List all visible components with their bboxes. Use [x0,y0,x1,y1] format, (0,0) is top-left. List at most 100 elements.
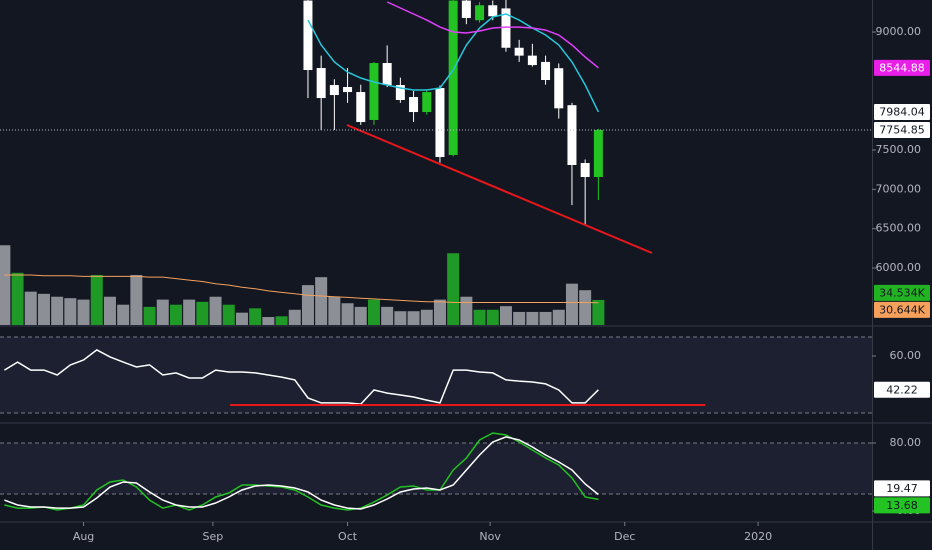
volume-bar [473,309,486,325]
candle-body [303,0,313,71]
volume-bar [288,309,301,325]
volume-bar [433,299,446,325]
candle-body [554,68,564,109]
moving-average-line [386,1,599,69]
volume-bar [209,296,222,325]
volume-bar [196,301,209,325]
volume-bar [460,296,473,325]
volume-bar [117,304,130,325]
volume-bar [354,306,367,325]
volume-bar [11,272,24,325]
price-flag-label: 7984.04 [879,105,925,118]
volume-bar [420,309,433,325]
candle-body [395,85,405,100]
volume-bar [130,274,143,325]
volume-bar [486,309,499,325]
volume-bar [592,299,605,325]
y-tick-label: 80.00 [890,436,922,449]
price-flag [874,480,930,497]
volume-bar [565,283,578,325]
candle-body [448,0,458,155]
candle-body [356,92,366,123]
candle-body [567,105,577,165]
main-pane [0,0,653,325]
candle-body [382,63,392,86]
volume-bar [407,311,420,325]
candle-body [435,88,445,158]
price-flag [874,121,930,138]
trend-line [346,124,653,254]
x-tick-label: Nov [479,530,501,543]
price-flag-label: 30.644K [879,303,925,316]
stoch-d-line [4,436,599,510]
volume-bar [275,316,288,325]
stoch-pane [0,432,872,511]
volume-bar [301,285,314,325]
x-tick-label: Aug [73,530,94,543]
candle-body [488,5,498,17]
volume-bar [169,304,182,325]
volume-bar [513,311,526,325]
volume-bar [381,306,394,325]
volume-bar [37,293,50,325]
candle-body [422,92,432,113]
price-flag-label: 34.534K [879,286,925,299]
candle-body [329,85,339,96]
y-tick-label: 9000.00 [876,25,922,38]
volume-bar [499,306,512,325]
y-tick-label: 7500.00 [876,143,922,156]
x-tick-label: 2020 [744,530,772,543]
volume-bar [0,245,11,325]
volume-bar [447,253,460,325]
price-flag-label: 8544.88 [879,61,925,74]
candle-body [316,68,326,99]
volume-bar [24,291,37,325]
volume-bar [539,311,552,325]
price-flag [874,381,930,398]
volume-bar [183,299,196,325]
candle-body [593,129,603,178]
rsi-band [0,336,872,414]
volume-bar [328,296,341,325]
volume-bar [579,290,592,325]
volume-bar [341,303,354,325]
volume-ma-line [4,274,599,304]
x-tick-label: Sep [203,530,224,543]
volume-bar [526,311,539,325]
x-tick-label: Dec [614,530,635,543]
candle-body [343,87,353,93]
candle-body [541,61,551,81]
candle-body [369,63,379,120]
price-flag [874,497,930,514]
volume-bar [367,299,380,325]
volume-bar [77,299,90,325]
y-tick-label: 7000.00 [876,182,922,195]
volume-bar [156,299,169,325]
volume-bar [394,311,407,325]
volume-bar [262,317,275,325]
price-flag [874,59,930,76]
volume-bar [64,298,77,325]
volume-bar [103,296,116,325]
price-flag [874,103,930,120]
candle-body [514,47,524,56]
candle-body [409,97,419,113]
y-tick-label: 6500.00 [876,222,922,235]
volume-bar [235,312,248,325]
stoch-band [0,442,872,495]
price-flag-label: 42.22 [886,383,918,396]
volume-bar [249,308,262,325]
candle-body [475,5,485,21]
price-flag-label: 7754.85 [879,123,925,136]
volume-bar [90,274,103,325]
candle-body [501,8,511,48]
rsi-line [4,349,599,405]
rsi-pane [0,336,872,414]
stoch-k-line [4,432,599,511]
volume-bar [51,296,64,325]
x-tick-label: Oct [338,530,358,543]
candle-body [461,0,471,19]
candle-body [527,55,537,66]
